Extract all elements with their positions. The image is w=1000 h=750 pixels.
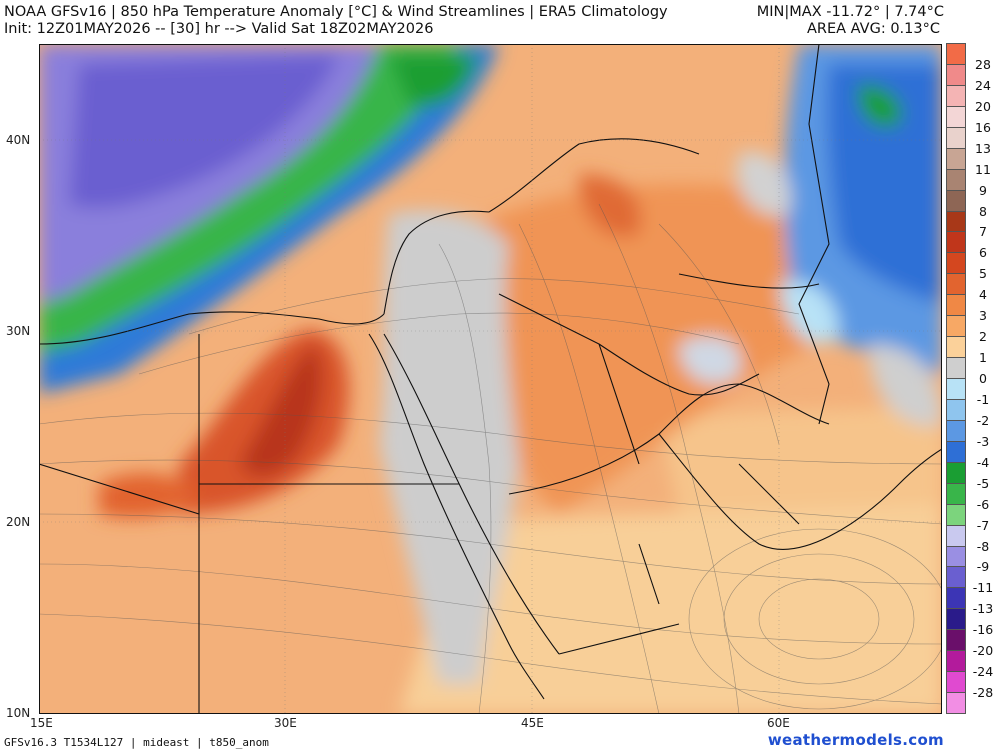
colorbar-label: 11 (975, 161, 991, 177)
lon-label-45e: 45E (521, 716, 544, 730)
area-avg-readout: AREA AVG: 0.13°C (807, 21, 940, 37)
colorbar-label: -7 (976, 517, 990, 533)
colorbar-label: 13 (975, 140, 991, 156)
colorbar-cell (946, 126, 966, 149)
colorbar-label: -16 (972, 622, 994, 638)
colorbar-cell (946, 336, 966, 359)
lat-label-30n: 30N (6, 324, 31, 338)
colorbar-cell (946, 461, 966, 484)
colorbar-cell (946, 524, 966, 547)
colorbar-cell (946, 503, 966, 526)
colorbar-cell (946, 482, 966, 505)
colorbar-cell (946, 440, 966, 463)
colorbar-label: -20 (972, 643, 994, 659)
colorbar-cell (946, 608, 966, 631)
colorbar-label: -6 (976, 496, 990, 512)
brand-link[interactable]: weathermodels.com (767, 731, 944, 749)
colorbar-label: 28 (975, 56, 991, 72)
colorbar-label: -24 (972, 664, 994, 680)
colorbar-label: -4 (976, 454, 990, 470)
colorbar-label: 16 (975, 119, 991, 135)
colorbar-label: -3 (976, 433, 990, 449)
lat-label-40n: 40N (6, 133, 31, 147)
colorbar-cell (946, 398, 966, 421)
colorbar-label: 3 (979, 308, 987, 324)
colorbar-label: 9 (979, 182, 987, 198)
colorbar-cell (946, 587, 966, 610)
colorbar-cell (946, 168, 966, 191)
colorbar-cell (946, 357, 966, 379)
colorbar-label: 20 (975, 98, 991, 114)
colorbar-cell (946, 231, 966, 254)
colorbar-label: -13 (972, 601, 994, 617)
colorbar-label: 5 (979, 266, 987, 282)
colorbar-cell (946, 294, 966, 317)
colorbar-label: 6 (979, 245, 987, 261)
temperature-anomaly-map (39, 44, 942, 714)
colorbar-label: 7 (979, 224, 987, 240)
colorbar-label: -5 (976, 475, 990, 491)
colorbar-cell (946, 189, 966, 212)
colorbar-cell (946, 105, 966, 128)
lat-label-20n: 20N (6, 515, 31, 529)
map-title: NOAA GFSv16 | 850 hPa Temperature Anomal… (4, 4, 668, 20)
colorbar-label: 24 (975, 77, 991, 93)
colorbar-label: -8 (976, 538, 990, 554)
colorbar-label: 2 (979, 329, 987, 345)
colorbar-cell (946, 147, 966, 170)
colorbar-cell (946, 545, 966, 568)
colorbar-cell (946, 273, 966, 296)
lon-label-60e: 60E (767, 716, 790, 730)
colorbar-label: -1 (976, 391, 990, 407)
colorbar-cell (946, 315, 966, 338)
colorbar-cell (946, 671, 966, 694)
colorbar (946, 43, 966, 714)
colorbar-label: 4 (979, 287, 987, 303)
colorbar-label: 0 (979, 371, 987, 386)
minmax-readout: MIN|MAX -11.72° | 7.74°C (756, 4, 944, 20)
colorbar-cell (946, 650, 966, 673)
colorbar-cell (946, 419, 966, 442)
colorbar-label: -28 (972, 685, 994, 701)
colorbar-label: -2 (976, 412, 990, 428)
colorbar-label: -11 (972, 580, 994, 596)
colorbar-cell (946, 84, 966, 107)
model-code: GFSv16.3 T1534L127 | mideast | t850_anom (4, 736, 269, 749)
colorbar-label: -9 (976, 559, 990, 575)
colorbar-label: 8 (979, 203, 987, 219)
lon-label-15e: 15E (30, 716, 53, 730)
colorbar-cell (946, 692, 966, 714)
colorbar-cell (946, 43, 966, 65)
colorbar-label: 1 (979, 350, 987, 366)
colorbar-cell (946, 252, 966, 275)
colorbar-cell (946, 566, 966, 589)
init-valid-line: Init: 12Z01MAY2026 -- [30] hr --> Valid … (4, 21, 434, 37)
lat-label-10n: 10N (6, 706, 31, 720)
colorbar-cell (946, 378, 966, 400)
lon-label-30e: 30E (274, 716, 297, 730)
colorbar-cell (946, 629, 966, 652)
colorbar-cell (946, 63, 966, 86)
colorbar-cell (946, 210, 966, 233)
